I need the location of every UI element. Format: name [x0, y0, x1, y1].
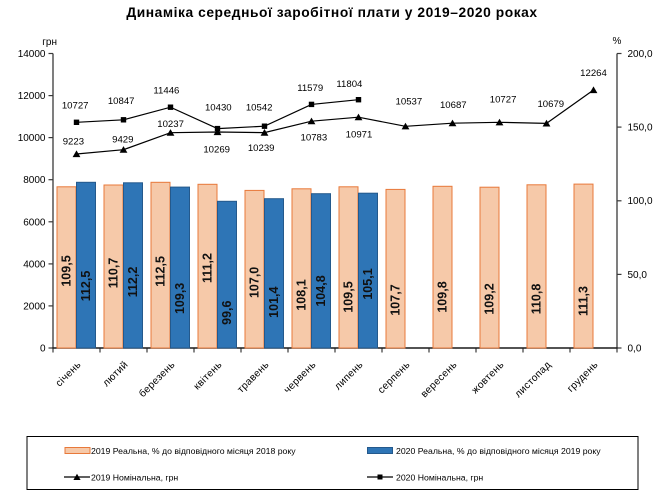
svg-text:10679: 10679	[537, 99, 564, 110]
svg-text:2020 Номінальна, грн: 2020 Номінальна, грн	[396, 473, 483, 483]
svg-text:2020 Реальна, % до відповідног: 2020 Реальна, % до відповідного місяця 2…	[396, 446, 601, 456]
svg-text:99,6: 99,6	[220, 300, 234, 324]
svg-text:Динаміка середньої заробітної: Динаміка середньої заробітної плати у 20…	[126, 5, 537, 20]
svg-text:100,0: 100,0	[628, 196, 653, 207]
svg-text:14000: 14000	[18, 49, 46, 60]
svg-text:11579: 11579	[297, 83, 323, 94]
svg-text:109,5: 109,5	[342, 281, 356, 312]
svg-text:грн: грн	[42, 37, 57, 48]
svg-text:112,5: 112,5	[154, 256, 168, 287]
svg-text:10269: 10269	[203, 145, 230, 156]
svg-text:107,7: 107,7	[389, 284, 403, 315]
svg-text:104,8: 104,8	[314, 275, 328, 306]
svg-text:110,8: 110,8	[530, 284, 544, 315]
svg-text:105,1: 105,1	[361, 268, 375, 299]
svg-text:2019 Реальна, % до відповідног: 2019 Реальна, % до відповідного місяця 2…	[91, 446, 296, 456]
svg-text:109,8: 109,8	[436, 281, 450, 312]
svg-text:2019 Номінальна, грн: 2019 Номінальна, грн	[91, 473, 178, 483]
svg-text:10727: 10727	[490, 95, 517, 106]
svg-text:12264: 12264	[580, 68, 607, 79]
svg-text:%: %	[613, 36, 622, 47]
svg-text:50,0: 50,0	[628, 270, 648, 281]
svg-text:200,0: 200,0	[628, 49, 653, 60]
svg-text:10537: 10537	[396, 96, 423, 107]
svg-text:9429: 9429	[112, 134, 133, 145]
svg-text:108,1: 108,1	[295, 279, 309, 310]
svg-text:109,2: 109,2	[483, 283, 497, 314]
svg-text:10239: 10239	[248, 143, 275, 154]
svg-text:0: 0	[40, 344, 46, 355]
svg-text:10727: 10727	[62, 101, 89, 112]
svg-text:9223: 9223	[63, 137, 84, 148]
svg-text:111,3: 111,3	[577, 286, 591, 316]
svg-text:110,7: 110,7	[107, 258, 121, 289]
svg-text:4000: 4000	[23, 259, 46, 270]
svg-text:109,5: 109,5	[60, 255, 74, 286]
svg-text:12000: 12000	[18, 91, 46, 102]
svg-text:11804: 11804	[336, 79, 363, 90]
svg-text:10430: 10430	[205, 102, 232, 113]
svg-text:112,2: 112,2	[126, 267, 140, 298]
svg-text:10237: 10237	[157, 119, 184, 130]
svg-text:112,5: 112,5	[79, 271, 93, 302]
svg-text:101,4: 101,4	[267, 287, 281, 318]
svg-text:6000: 6000	[23, 217, 46, 228]
svg-text:150,0: 150,0	[628, 123, 653, 134]
svg-text:0,0: 0,0	[628, 344, 642, 355]
svg-text:111,2: 111,2	[201, 253, 215, 283]
svg-text:2000: 2000	[23, 301, 46, 312]
svg-text:109,3: 109,3	[173, 283, 187, 314]
svg-text:10783: 10783	[301, 133, 328, 144]
svg-text:8000: 8000	[23, 175, 46, 186]
svg-text:10542: 10542	[246, 103, 273, 114]
svg-text:10000: 10000	[18, 133, 46, 144]
svg-text:10847: 10847	[108, 96, 135, 107]
svg-text:10687: 10687	[440, 100, 467, 111]
svg-text:11446: 11446	[153, 85, 179, 96]
svg-text:107,0: 107,0	[248, 267, 262, 298]
svg-text:10971: 10971	[346, 129, 373, 140]
